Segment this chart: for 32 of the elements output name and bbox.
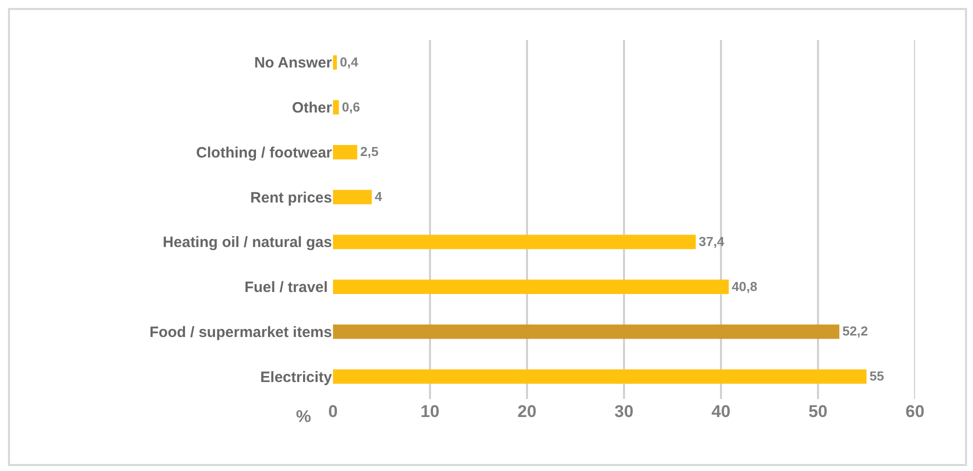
y-tick-label: Rent prices: [250, 189, 332, 206]
data-label: 52,2: [842, 324, 868, 339]
x-axis-title: %: [296, 407, 312, 426]
bar: [333, 234, 696, 250]
x-tick-label: 40: [712, 402, 730, 421]
data-label: 2,5: [360, 144, 378, 160]
bar: [333, 324, 840, 339]
y-tick-label: Food / supermarket items: [149, 324, 332, 341]
x-tick-label: 50: [808, 402, 828, 421]
data-label: 0,6: [342, 99, 360, 114]
y-tick-label: Electricity: [260, 368, 333, 386]
y-tick-label: Heating oil / natural gas: [162, 234, 332, 252]
data-label: 0,4: [340, 54, 359, 70]
data-label: 4: [374, 189, 383, 204]
bar: [333, 100, 339, 114]
data-label: 55: [869, 368, 884, 384]
y-tick-label: Other: [292, 100, 332, 117]
x-tick-label: 30: [614, 402, 634, 421]
x-tick-label: 0: [328, 402, 338, 421]
x-tick-label: 20: [518, 402, 536, 421]
bar: [333, 280, 729, 294]
y-tick-label: No Answer: [254, 54, 332, 72]
data-label: 40,8: [732, 278, 758, 294]
bar: [333, 190, 372, 204]
bar: [333, 55, 337, 70]
x-tick-label: 60: [906, 402, 924, 421]
y-tick-label: Clothing / footwear: [196, 144, 332, 162]
x-tick-label: 10: [420, 402, 440, 421]
bar: [333, 145, 358, 160]
y-tick-label: Fuel / travel: [244, 279, 332, 296]
bar: [333, 369, 866, 384]
data-label: 37,4: [698, 234, 726, 249]
